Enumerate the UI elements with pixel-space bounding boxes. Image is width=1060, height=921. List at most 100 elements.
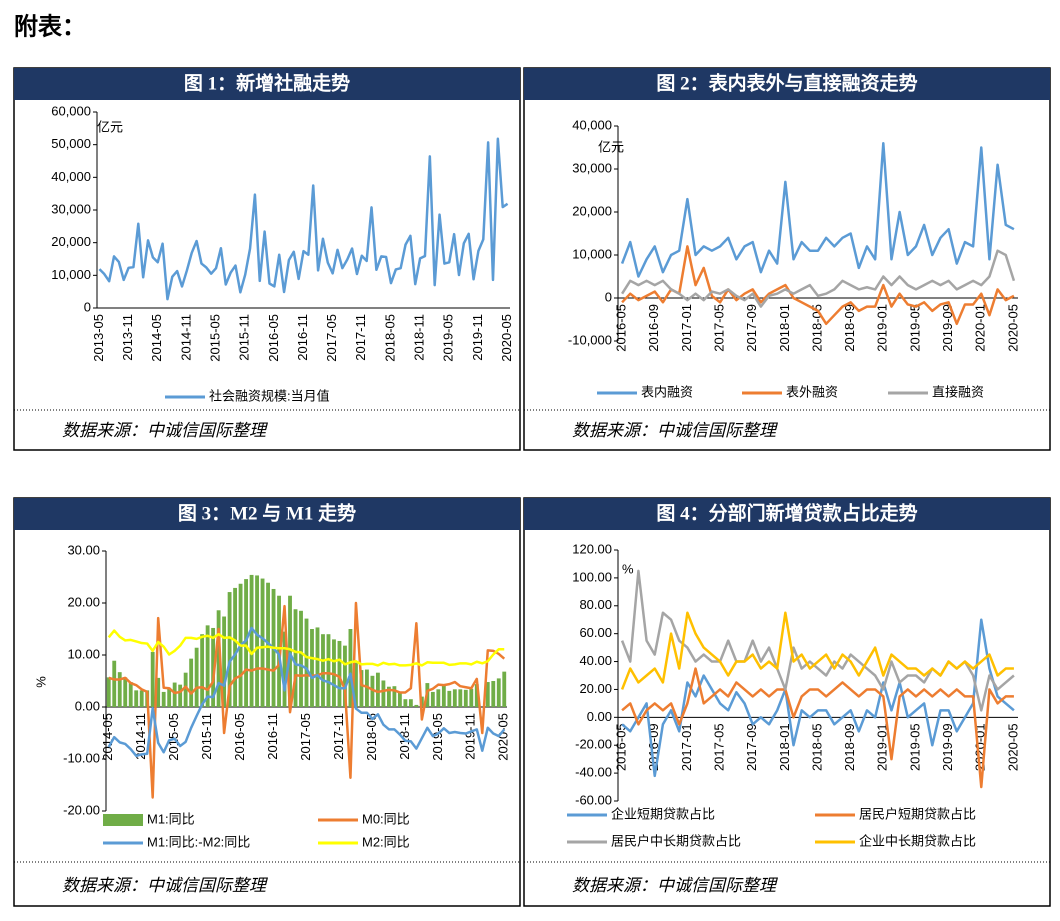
y-tick-label: -20.00: [575, 737, 612, 752]
x-tick-label: 2018-09: [842, 723, 857, 771]
panel-header: [524, 498, 1050, 530]
x-tick-label: 2017-11: [353, 314, 368, 361]
bar: [106, 677, 111, 707]
bar: [255, 575, 259, 707]
legend-label: 居民户短期贷款占比: [859, 806, 976, 821]
panel-title: 图 4：分部门新增贷款占比走势: [656, 501, 917, 524]
bar: [112, 660, 117, 707]
bar: [266, 582, 270, 707]
x-tick-label: 2019-09: [940, 304, 955, 352]
bar: [458, 689, 463, 707]
x-tick-label: 2019-01: [875, 723, 890, 771]
x-tick-label: 2016-11: [265, 713, 280, 760]
x-tick-label: 2016-05: [614, 723, 629, 771]
bar: [403, 699, 408, 707]
legend-label: 表内融资: [641, 384, 693, 399]
x-tick-label: 2018-05: [809, 723, 824, 771]
bar: [205, 625, 210, 707]
y-tick-label: 40.00: [579, 653, 612, 668]
y-axis-label: %: [33, 676, 48, 688]
x-tick-label: 2019-01: [875, 304, 890, 352]
legend-label: 企业短期贷款占比: [611, 806, 715, 821]
y-tick-label: 0.00: [587, 709, 612, 724]
series-line: [620, 141, 1015, 278]
y-tick-label: 30.00: [67, 542, 100, 557]
y-tick-label: 60,000: [51, 103, 91, 118]
bar: [474, 684, 479, 707]
y-tick-label: -10,000: [568, 332, 612, 347]
bar: [502, 671, 507, 707]
bar: [447, 690, 452, 707]
source-note: 数据来源：中诚信国际整理: [62, 421, 268, 440]
x-tick-label: 2017-01: [679, 304, 694, 352]
y-tick-label: -10.00: [63, 750, 100, 765]
x-tick-label: 2019-05: [907, 304, 922, 352]
source-note: 数据来源：中诚信国际整理: [572, 876, 778, 895]
series-line: [98, 137, 509, 301]
legend-swatch: [103, 814, 143, 826]
y-tick-label: 20,000: [51, 234, 91, 249]
y-tick-label: 20.00: [67, 594, 100, 609]
x-tick-label: 2019-05: [430, 713, 445, 761]
x-tick-label: 2013-11: [120, 314, 135, 361]
y-tick-label: -20.00: [63, 802, 100, 817]
x-tick-label: 2018-01: [777, 723, 792, 771]
y-tick-label: -40.00: [575, 765, 612, 780]
x-tick-label: 2018-11: [412, 314, 427, 361]
x-tick-label: 2016-05: [266, 314, 281, 362]
bar: [183, 672, 188, 707]
series-line: [621, 667, 1014, 789]
x-tick-label: 2014-05: [100, 713, 115, 761]
series-line: [107, 626, 506, 758]
bar: [233, 587, 238, 707]
y-axis-label: %: [622, 561, 634, 576]
x-tick-label: 2018-11: [397, 713, 412, 760]
y-axis-label: 亿元: [598, 139, 624, 154]
panel-title: 图 3：M2 与 M1 走势: [178, 501, 356, 524]
x-tick-label: 2016-05: [232, 713, 247, 761]
legend-label: M2:同比: [362, 834, 410, 849]
panel-header: [14, 498, 520, 530]
y-tick-label: 100.00: [572, 569, 612, 584]
bar: [463, 689, 468, 707]
legend-label: 表外融资: [786, 384, 838, 399]
bar: [315, 627, 320, 707]
bar: [299, 610, 303, 707]
bar: [277, 595, 281, 707]
bar: [288, 595, 292, 707]
x-tick-label: 2020-05: [1005, 723, 1020, 771]
y-tick-label: 0.00: [75, 698, 100, 713]
legend-label: M1:同比:-M2:同比: [147, 834, 250, 849]
x-tick-label: 2015-11: [237, 314, 252, 361]
bar: [381, 680, 386, 707]
bar: [150, 651, 155, 707]
source-note: 数据来源：中诚信国际整理: [572, 421, 778, 440]
y-tick-label: 20.00: [579, 681, 612, 696]
x-tick-label: 2014-11: [133, 713, 148, 760]
bar: [354, 662, 358, 707]
bar: [321, 634, 325, 707]
source-note: 数据来源：中诚信国际整理: [62, 876, 268, 895]
x-tick-label: 2016-11: [295, 314, 310, 361]
bar: [227, 592, 232, 707]
panel-header: [524, 68, 1050, 100]
y-tick-label: 40,000: [51, 169, 91, 184]
bar: [178, 684, 183, 707]
bar: [469, 688, 474, 707]
bar: [128, 682, 133, 707]
y-tick-label: 80.00: [579, 597, 612, 612]
y-tick-label: 10,000: [51, 267, 91, 282]
bar: [117, 672, 122, 707]
x-tick-label: 2016-05: [614, 304, 629, 352]
series-line: [621, 618, 1015, 778]
x-tick-label: 2014-11: [178, 314, 193, 361]
x-tick-label: 2015-11: [199, 713, 214, 760]
x-tick-label: 2020-01: [973, 304, 988, 352]
bar: [430, 691, 435, 707]
bar: [310, 629, 314, 707]
bar: [167, 687, 172, 707]
bar: [189, 658, 194, 707]
x-tick-label: 2019-05: [441, 314, 456, 362]
y-tick-label: 40,000: [572, 117, 612, 132]
